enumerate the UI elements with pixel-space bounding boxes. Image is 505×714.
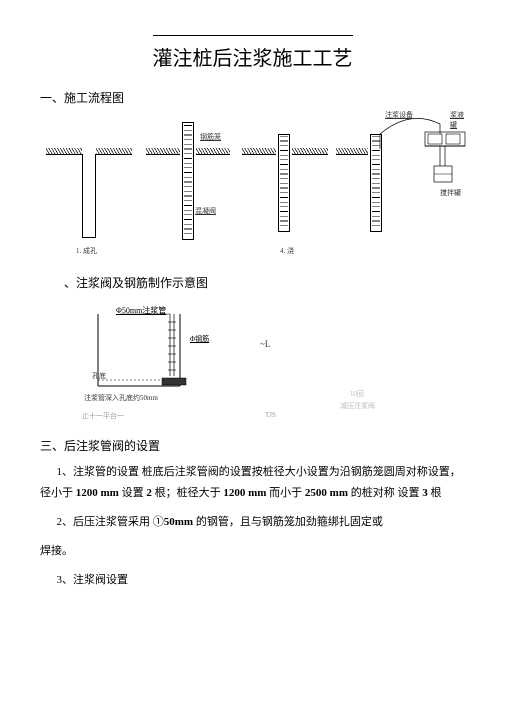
label-pipe: Φ50mm注浆管	[116, 305, 166, 316]
para-1: 1、注浆管的设置 桩底后注浆管阀的设置按桩径大小设置为沿钢筋笼圆周对称设置，径小…	[40, 462, 465, 504]
para-2: 2、后压注浆管采用 ①50mm 的钢管，且与钢筋笼加劲箍绑扎固定或	[40, 512, 465, 533]
label-bl2: 10回	[350, 389, 364, 399]
p1-text-d: 而小于	[266, 487, 305, 499]
p2-text-a: 2、后压注浆管采用 ①	[57, 516, 164, 528]
page-title: 灌注桩后注浆施工工艺	[153, 35, 353, 71]
label-pump: 搅拌罐	[440, 188, 461, 198]
p1-text-c: 根；桩径大于	[152, 487, 224, 499]
valve-schematic-diagram: Φ50mm注浆管 Φ钢筋 孔底 注浆管深入孔底约50mm ~L 止十一平台一 1…	[40, 299, 465, 419]
label-equip: 注浆设备	[385, 110, 413, 120]
label-hole-bottom: 孔底	[92, 371, 106, 381]
p1-text-f: 根	[428, 487, 442, 499]
label-bar: Φ钢筋	[190, 334, 209, 344]
para-3: 焊接。	[40, 541, 465, 562]
p1-val-1: 1200 mm	[76, 487, 119, 499]
label-bl3: 减压注浆阀	[340, 401, 375, 411]
label-pour: 4. 浇	[280, 246, 294, 256]
p1-val-3: 1200 mm	[223, 487, 266, 499]
p2-val: 50mm	[164, 516, 193, 528]
label-cage: 钢筋笼	[200, 132, 221, 142]
label-bottom-note: 注浆管深入孔底约50mm	[84, 393, 158, 403]
label-valve: 混凝阀	[195, 206, 216, 216]
para-4: 3、注浆阀设置	[40, 570, 465, 591]
label-side: ~L	[260, 339, 270, 349]
p2-text-b: 的钢管，且与钢筋笼加劲箍绑扎固定或	[193, 516, 383, 528]
section-2-heading: 、注浆阀及钢筋制作示意图	[64, 274, 465, 291]
process-flow-diagram: 钢筋笼 混凝阀 1. 成孔 注浆设备 浆液罐 搅拌罐 4. 浇	[40, 114, 465, 264]
section-3-heading: 三、后注浆管阀的设置	[40, 437, 465, 454]
p1-text-e: 的桩对称 设置	[348, 487, 422, 499]
label-step1: 1. 成孔	[76, 246, 97, 256]
p1-val-4: 2500 mm	[305, 487, 348, 499]
label-bl4: TJS	[265, 411, 276, 419]
label-bl1: 止十一平台一	[82, 411, 124, 421]
p1-text-b: 设置	[119, 487, 147, 499]
section-1-heading: 一、施工流程图	[40, 89, 465, 106]
label-tank: 浆液罐	[450, 110, 465, 130]
